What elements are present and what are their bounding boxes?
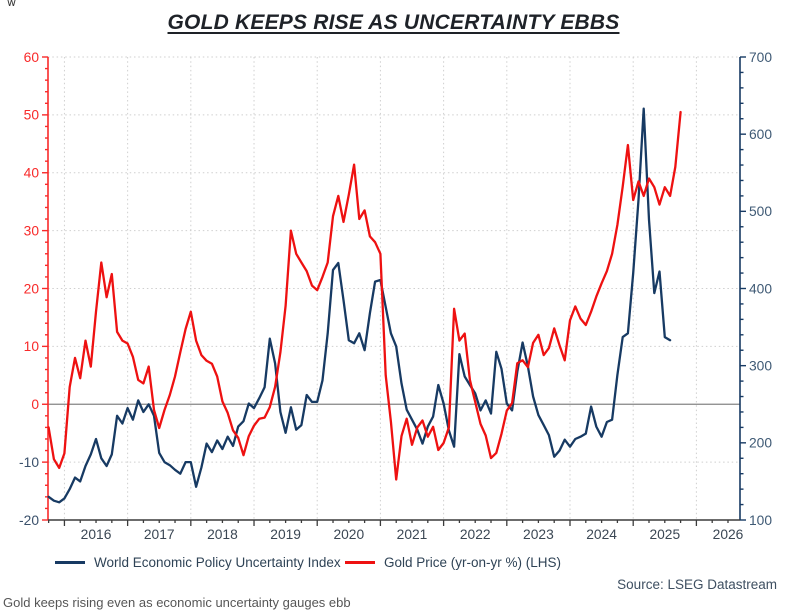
x-axis-year-label: 2024 [586,527,617,542]
legend-item-gold: Gold Price (yr-on-yr %) (LHS) [345,552,561,572]
right-axis-tick-label: 300 [749,358,772,373]
x-axis-year-label: 2017 [144,527,175,542]
x-axis-year-label: 2025 [649,527,680,542]
gold-line-swatch [345,560,375,564]
corner-watermark: w [7,0,16,9]
right-axis-tick-label: 100 [749,513,772,528]
epu-index-line [47,107,672,504]
x-axis-year-label: 2020 [333,527,364,542]
left-axis-tick-label: 0 [31,397,39,412]
right-axis-tick-label: 600 [749,127,772,142]
left-axis-tick-label: 10 [24,339,40,354]
left-axis-tick-label: 60 [24,50,40,65]
x-axis-year-label: 2023 [523,527,554,542]
legend-label-gold: Gold Price (yr-on-yr %) (LHS) [384,554,562,570]
left-axis-tick-label: 30 [24,223,40,238]
left-axis-tick-label: 20 [24,281,40,296]
left-axis-tick-label: 50 [24,108,40,123]
x-axis-year-label: 2022 [460,527,491,542]
line-chart: -20 -10 0 10 20 30 40 50 60 100 200 300 400 500 600 700… [19,50,772,542]
left-axis-tick-label: -10 [19,455,39,470]
right-axis-tick-label: 200 [749,436,772,451]
x-axis-year-label: 2016 [81,527,112,542]
gold-price-line [47,110,682,481]
x-axis-year-label: 2018 [207,527,238,542]
right-axis-tick-label: 700 [749,50,772,65]
x-axis-year-label: 2019 [270,527,301,542]
bottom-caption: Gold keeps rising even as economic uncer… [3,595,351,610]
right-axis-tick-label: 400 [749,281,772,296]
left-axis-tick-label: -20 [19,513,39,528]
epu-line-swatch [55,560,85,564]
page-title: GOLD KEEPS RISE AS UNCERTAINTY EBBS [167,11,620,34]
legend-label-epu: World Economic Policy Uncertainty Index [94,554,341,570]
x-axis-year-label: 2021 [397,527,428,542]
source-credit: Source: LSEG Datastream [617,577,777,592]
legend: World Economic Policy Uncertainty Index … [0,552,760,572]
left-axis-tick-label: 40 [24,166,40,181]
x-axis-year-label: 2026 [713,527,744,542]
legend-item-epu: World Economic Policy Uncertainty Index [55,552,341,572]
right-axis-tick-label: 500 [749,204,772,219]
